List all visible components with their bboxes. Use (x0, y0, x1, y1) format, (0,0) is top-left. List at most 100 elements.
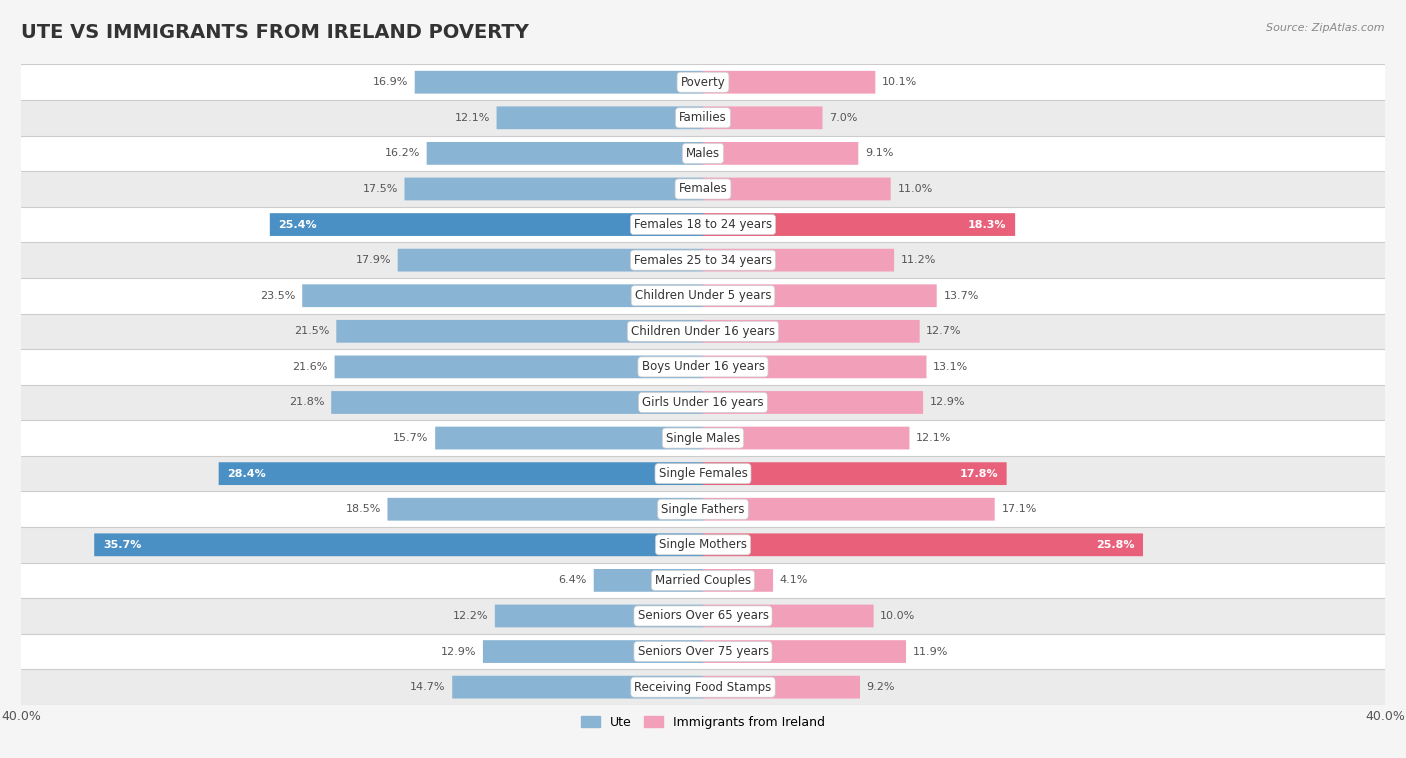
FancyBboxPatch shape (21, 598, 1385, 634)
FancyBboxPatch shape (21, 669, 1385, 705)
FancyBboxPatch shape (21, 278, 1385, 314)
FancyBboxPatch shape (703, 569, 773, 592)
FancyBboxPatch shape (21, 420, 1385, 456)
FancyBboxPatch shape (21, 314, 1385, 349)
FancyBboxPatch shape (453, 676, 703, 699)
Text: 11.0%: 11.0% (897, 184, 932, 194)
FancyBboxPatch shape (703, 70, 876, 93)
FancyBboxPatch shape (94, 534, 703, 556)
FancyBboxPatch shape (703, 320, 920, 343)
Text: 6.4%: 6.4% (558, 575, 588, 585)
FancyBboxPatch shape (332, 391, 703, 414)
Text: UTE VS IMMIGRANTS FROM IRELAND POVERTY: UTE VS IMMIGRANTS FROM IRELAND POVERTY (21, 23, 529, 42)
FancyBboxPatch shape (21, 100, 1385, 136)
Text: 18.3%: 18.3% (967, 220, 1007, 230)
Text: 23.5%: 23.5% (260, 291, 295, 301)
Text: 21.5%: 21.5% (294, 326, 329, 337)
FancyBboxPatch shape (703, 391, 924, 414)
Text: 25.4%: 25.4% (278, 220, 318, 230)
FancyBboxPatch shape (496, 106, 703, 129)
Text: 11.9%: 11.9% (912, 647, 948, 656)
FancyBboxPatch shape (703, 213, 1015, 236)
Text: 17.5%: 17.5% (363, 184, 398, 194)
Text: 7.0%: 7.0% (830, 113, 858, 123)
Text: Single Mothers: Single Mothers (659, 538, 747, 551)
Text: 14.7%: 14.7% (411, 682, 446, 692)
Text: 11.2%: 11.2% (901, 255, 936, 265)
FancyBboxPatch shape (21, 562, 1385, 598)
Text: 17.8%: 17.8% (959, 468, 998, 478)
Text: 21.6%: 21.6% (292, 362, 328, 372)
FancyBboxPatch shape (703, 462, 1007, 485)
Text: Single Females: Single Females (658, 467, 748, 480)
FancyBboxPatch shape (335, 356, 703, 378)
Text: 4.1%: 4.1% (780, 575, 808, 585)
FancyBboxPatch shape (21, 136, 1385, 171)
Text: 12.2%: 12.2% (453, 611, 488, 621)
Text: Children Under 16 years: Children Under 16 years (631, 325, 775, 338)
Text: 12.9%: 12.9% (440, 647, 477, 656)
FancyBboxPatch shape (388, 498, 703, 521)
Text: Single Fathers: Single Fathers (661, 503, 745, 515)
Text: Children Under 5 years: Children Under 5 years (634, 290, 772, 302)
Text: Single Males: Single Males (666, 431, 740, 444)
Text: 17.1%: 17.1% (1001, 504, 1036, 514)
FancyBboxPatch shape (405, 177, 703, 200)
Text: Married Couples: Married Couples (655, 574, 751, 587)
Text: Families: Families (679, 111, 727, 124)
FancyBboxPatch shape (336, 320, 703, 343)
Text: 17.9%: 17.9% (356, 255, 391, 265)
FancyBboxPatch shape (21, 527, 1385, 562)
FancyBboxPatch shape (426, 142, 703, 164)
Text: 16.9%: 16.9% (373, 77, 408, 87)
Text: Boys Under 16 years: Boys Under 16 years (641, 360, 765, 374)
FancyBboxPatch shape (21, 634, 1385, 669)
Text: 12.1%: 12.1% (454, 113, 489, 123)
FancyBboxPatch shape (21, 491, 1385, 527)
FancyBboxPatch shape (703, 641, 905, 663)
FancyBboxPatch shape (21, 456, 1385, 491)
Text: 12.1%: 12.1% (917, 433, 952, 443)
FancyBboxPatch shape (21, 349, 1385, 385)
FancyBboxPatch shape (436, 427, 703, 449)
FancyBboxPatch shape (703, 605, 873, 628)
Text: 21.8%: 21.8% (290, 397, 325, 408)
FancyBboxPatch shape (703, 676, 860, 699)
FancyBboxPatch shape (270, 213, 703, 236)
Text: Seniors Over 75 years: Seniors Over 75 years (637, 645, 769, 658)
FancyBboxPatch shape (219, 462, 703, 485)
Text: Seniors Over 65 years: Seniors Over 65 years (637, 609, 769, 622)
Legend: Ute, Immigrants from Ireland: Ute, Immigrants from Ireland (576, 711, 830, 734)
Text: 13.1%: 13.1% (934, 362, 969, 372)
FancyBboxPatch shape (21, 385, 1385, 420)
FancyBboxPatch shape (703, 177, 890, 200)
FancyBboxPatch shape (302, 284, 703, 307)
Text: 10.0%: 10.0% (880, 611, 915, 621)
Text: Females 25 to 34 years: Females 25 to 34 years (634, 254, 772, 267)
Text: 13.7%: 13.7% (943, 291, 979, 301)
Text: 18.5%: 18.5% (346, 504, 381, 514)
FancyBboxPatch shape (703, 142, 858, 164)
Text: Girls Under 16 years: Girls Under 16 years (643, 396, 763, 409)
Text: 28.4%: 28.4% (228, 468, 266, 478)
FancyBboxPatch shape (495, 605, 703, 628)
FancyBboxPatch shape (21, 243, 1385, 278)
Text: Receiving Food Stamps: Receiving Food Stamps (634, 681, 772, 694)
FancyBboxPatch shape (398, 249, 703, 271)
FancyBboxPatch shape (703, 427, 910, 449)
FancyBboxPatch shape (703, 534, 1143, 556)
FancyBboxPatch shape (703, 284, 936, 307)
Text: Poverty: Poverty (681, 76, 725, 89)
Text: Source: ZipAtlas.com: Source: ZipAtlas.com (1267, 23, 1385, 33)
FancyBboxPatch shape (703, 106, 823, 129)
Text: 9.2%: 9.2% (866, 682, 896, 692)
FancyBboxPatch shape (21, 207, 1385, 243)
Text: 12.9%: 12.9% (929, 397, 966, 408)
Text: 35.7%: 35.7% (103, 540, 141, 550)
FancyBboxPatch shape (415, 70, 703, 93)
Text: 15.7%: 15.7% (394, 433, 429, 443)
Text: 16.2%: 16.2% (385, 149, 420, 158)
Text: 10.1%: 10.1% (882, 77, 917, 87)
Text: Females 18 to 24 years: Females 18 to 24 years (634, 218, 772, 231)
FancyBboxPatch shape (21, 171, 1385, 207)
